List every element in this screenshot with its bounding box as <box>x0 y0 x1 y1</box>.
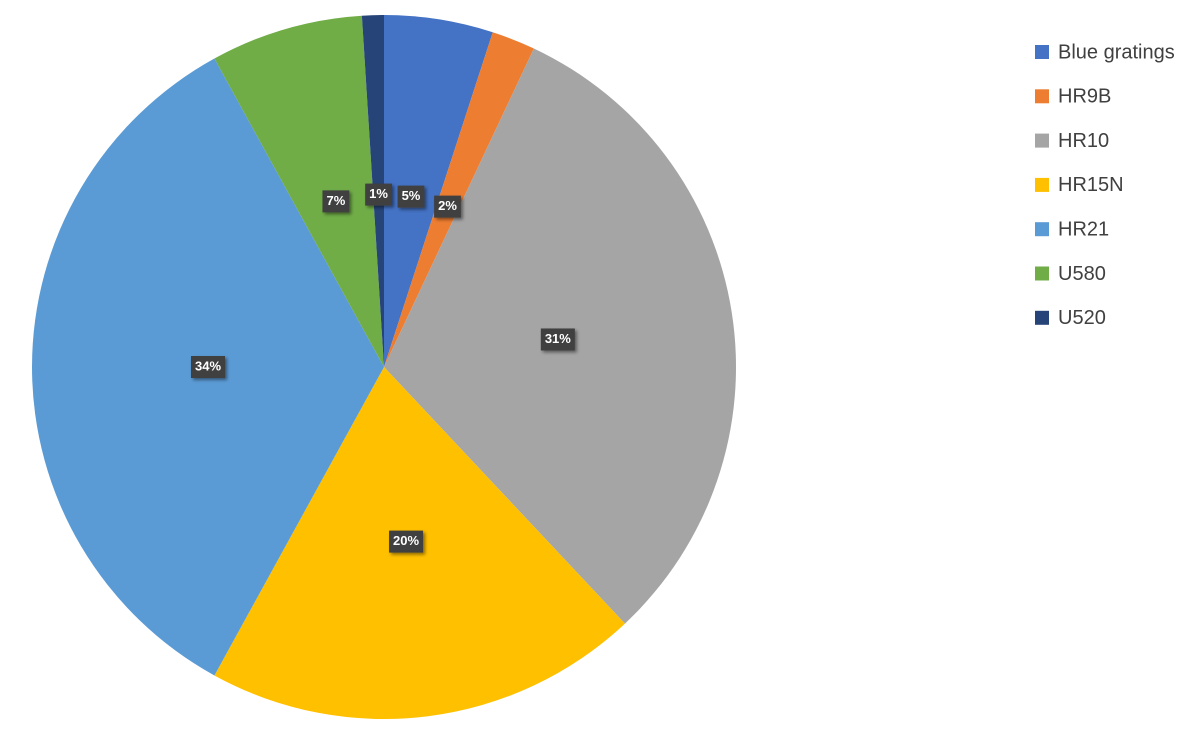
legend-swatch <box>1035 266 1049 281</box>
data-label-text: 2% <box>438 198 457 213</box>
legend-label: Blue gratings <box>1058 41 1175 63</box>
data-label-text: 31% <box>545 331 571 346</box>
data-label-box <box>434 195 461 218</box>
data-label: 20% <box>389 530 424 553</box>
legend-swatch <box>1035 45 1049 59</box>
data-label-box <box>365 183 392 206</box>
legend-swatch <box>1035 133 1049 148</box>
data-label-box <box>190 356 226 378</box>
pie-slice <box>214 15 384 368</box>
legend-label: U520 <box>1058 307 1106 329</box>
data-label: 1% <box>365 183 392 206</box>
data-label: 5% <box>397 185 425 208</box>
data-label-text: 1% <box>369 186 388 201</box>
legend-swatch <box>1035 222 1049 237</box>
data-label-text: 20% <box>393 533 419 548</box>
data-label: 31% <box>540 328 575 351</box>
legend-label: HR15N <box>1058 174 1124 196</box>
pie <box>32 15 736 719</box>
legend-swatch <box>1035 89 1049 104</box>
data-label-text: 5% <box>402 188 421 203</box>
data-label-box <box>540 328 575 351</box>
data-label-box <box>322 190 350 213</box>
data-label-text: 34% <box>195 358 221 373</box>
data-labels: 5% 2% 31% 20% 34% 7% 1% <box>190 183 575 553</box>
data-label-box <box>389 530 424 553</box>
legend-swatch <box>1035 177 1049 192</box>
legend-label: U580 <box>1058 263 1106 285</box>
data-label-text: 7% <box>326 193 345 208</box>
legend-label: HR10 <box>1058 130 1109 152</box>
data-label-box <box>397 185 425 208</box>
data-label: 7% <box>322 190 350 213</box>
legend-label: HR9B <box>1058 86 1111 108</box>
legend-swatch <box>1035 310 1049 325</box>
legend: Blue gratings HR9B HR10 HR15N HR21 U580 U520 <box>1035 41 1175 329</box>
pie-slice <box>384 15 493 367</box>
data-label: 2% <box>434 195 461 218</box>
data-label: 34% <box>190 356 226 378</box>
legend-label: HR21 <box>1058 218 1109 240</box>
